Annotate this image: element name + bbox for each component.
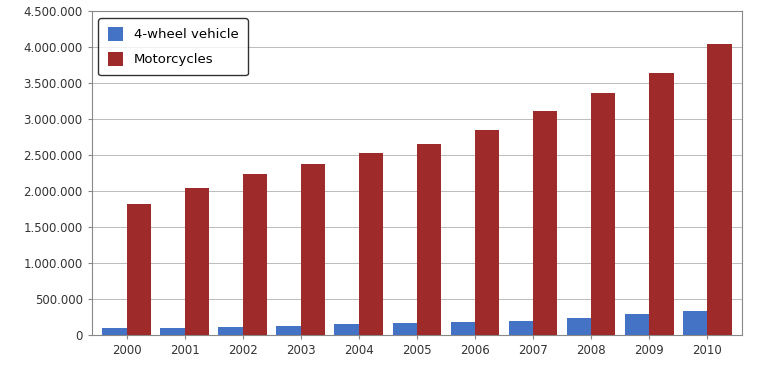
Bar (334, 324, 359, 335)
Bar (649, 73, 673, 335)
Bar (359, 153, 383, 335)
Bar (591, 93, 616, 335)
Bar (218, 327, 243, 335)
Bar (417, 144, 441, 335)
Bar (567, 318, 591, 335)
Bar (625, 314, 649, 335)
Bar (103, 328, 127, 335)
Bar (161, 328, 184, 335)
Bar (184, 189, 209, 335)
Bar (127, 204, 151, 335)
Legend: 4-wheel vehicle, Motorcycles: 4-wheel vehicle, Motorcycles (99, 18, 248, 75)
Bar (475, 130, 500, 335)
Bar (276, 326, 301, 335)
Bar (451, 322, 475, 335)
Bar (707, 44, 731, 335)
Bar (533, 112, 558, 335)
Bar (243, 174, 267, 335)
Bar (392, 323, 417, 335)
Bar (509, 320, 533, 335)
Bar (683, 311, 707, 335)
Bar (301, 164, 325, 335)
